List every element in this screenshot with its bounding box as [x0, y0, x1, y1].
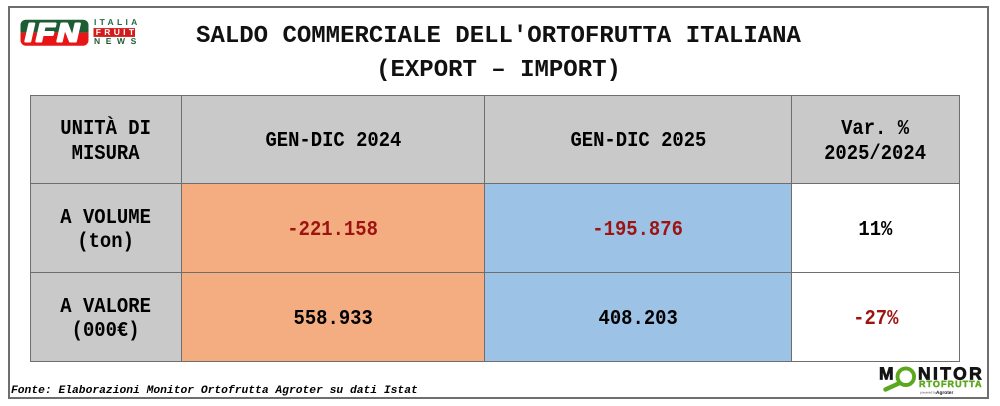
- svg-text:RTOFRUTTA: RTOFRUTTA: [919, 379, 983, 389]
- svg-text:NEWS: NEWS: [94, 36, 141, 46]
- svg-text:ITALIA: ITALIA: [94, 18, 141, 27]
- svg-text:Agroter: Agroter: [936, 390, 953, 396]
- svg-text:NITOR: NITOR: [918, 364, 984, 384]
- svg-text:IFN: IFN: [25, 18, 82, 48]
- svg-text:FRUIT: FRUIT: [96, 27, 138, 37]
- svg-text:M: M: [879, 364, 894, 384]
- svg-text:powered by: powered by: [920, 391, 937, 395]
